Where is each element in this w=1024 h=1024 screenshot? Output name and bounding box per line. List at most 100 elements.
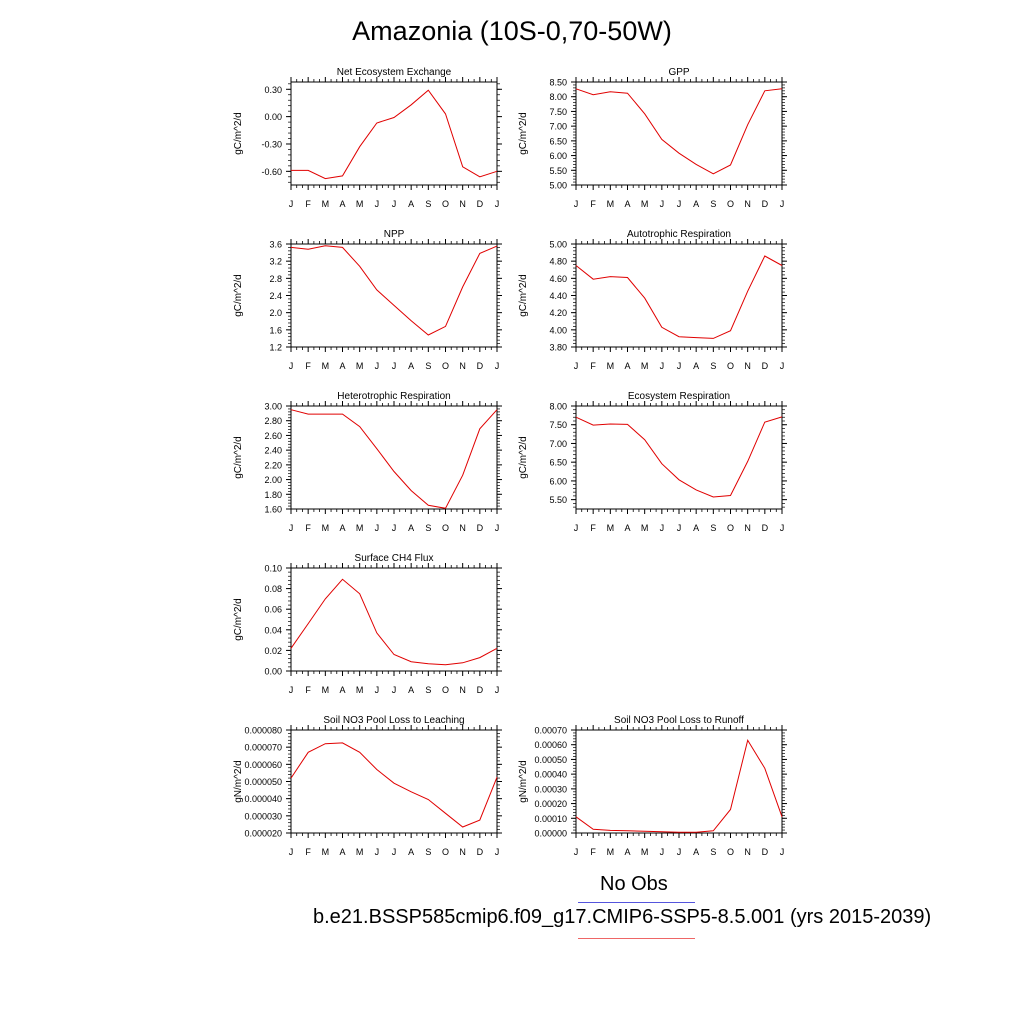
x-tick-label: J — [289, 199, 294, 209]
panel-title: NPP — [384, 229, 405, 240]
y-tick-label: 0.00040 — [534, 770, 567, 780]
panel-title: Ecosystem Respiration — [628, 391, 730, 402]
x-tick-label: O — [727, 361, 734, 371]
x-tick-label: O — [442, 361, 449, 371]
y-tick-label: 2.60 — [264, 431, 282, 441]
x-tick-label: M — [641, 361, 649, 371]
x-tick-label: A — [408, 361, 414, 371]
y-tick-label: 0.00060 — [534, 740, 567, 750]
x-tick-label: F — [305, 685, 311, 695]
y-tick-label: 0.00050 — [534, 755, 567, 765]
y-tick-label: 5.50 — [549, 166, 567, 176]
x-tick-label: N — [459, 847, 466, 857]
x-tick-label: F — [590, 523, 596, 533]
x-tick-label: J — [677, 523, 682, 533]
y-tick-label: 0.000020 — [244, 829, 282, 839]
x-tick-label: J — [392, 199, 397, 209]
y-tick-label: 0.00020 — [534, 799, 567, 809]
x-tick-label: O — [727, 523, 734, 533]
x-tick-label: J — [375, 523, 380, 533]
x-tick-label: D — [762, 199, 769, 209]
x-tick-label: J — [495, 847, 500, 857]
x-tick-label: M — [607, 523, 615, 533]
x-tick-label: O — [442, 523, 449, 533]
y-tick-label: 1.6 — [269, 325, 282, 335]
x-tick-label: F — [590, 199, 596, 209]
x-tick-label: A — [408, 199, 414, 209]
x-tick-label: A — [624, 523, 630, 533]
x-tick-label: J — [392, 523, 397, 533]
x-tick-label: M — [641, 199, 649, 209]
x-tick-label: F — [305, 199, 311, 209]
y-tick-label: 0.00030 — [534, 784, 567, 794]
y-tick-label: 1.80 — [264, 490, 282, 500]
plot-frame — [290, 405, 498, 510]
x-tick-label: N — [459, 523, 466, 533]
x-tick-label: M — [322, 361, 330, 371]
x-tick-label: J — [574, 847, 579, 857]
legend-case-label: b.e21.BSSP585cmip6.f09_g17.CMIP6-SSP5-8.… — [313, 906, 932, 928]
x-tick-label: A — [624, 199, 630, 209]
y-tick-label: 6.00 — [549, 476, 567, 486]
y-tick-label: 0.000040 — [244, 794, 282, 804]
x-tick-label: J — [375, 199, 380, 209]
x-tick-label: J — [392, 847, 397, 857]
x-tick-label: J — [495, 685, 500, 695]
x-tick-label: S — [425, 847, 431, 857]
x-tick-label: S — [425, 361, 431, 371]
x-tick-label: A — [339, 685, 345, 695]
x-tick-label: J — [375, 361, 380, 371]
x-tick-label: F — [305, 523, 311, 533]
x-tick-label: A — [624, 847, 630, 857]
y-tick-label: 4.80 — [549, 257, 567, 267]
x-tick-label: A — [339, 361, 345, 371]
x-tick-label: O — [727, 847, 734, 857]
x-tick-label: M — [641, 847, 649, 857]
y-axis-label: gC/m^2/d — [233, 598, 244, 641]
x-tick-label: A — [408, 847, 414, 857]
y-tick-label: 2.20 — [264, 460, 282, 470]
panel-title: Heterotrophic Respiration — [337, 391, 450, 402]
x-tick-label: D — [762, 361, 769, 371]
y-axis-label: gC/m^2/d — [233, 112, 244, 155]
y-tick-label: 1.2 — [269, 343, 282, 353]
y-tick-label: 8.00 — [549, 92, 567, 102]
x-tick-label: A — [693, 847, 699, 857]
y-tick-label: 0.06 — [264, 605, 282, 615]
plot-frame — [575, 81, 783, 186]
x-tick-label: J — [660, 847, 665, 857]
y-tick-label: 0.00070 — [534, 726, 567, 736]
x-tick-label: F — [305, 847, 311, 857]
x-tick-label: J — [780, 199, 785, 209]
y-axis-label: gC/m^2/d — [518, 274, 529, 317]
y-tick-label: 2.8 — [269, 274, 282, 284]
y-axis-label: gC/m^2/d — [518, 112, 529, 155]
x-tick-label: D — [762, 523, 769, 533]
series-line — [291, 89, 498, 180]
y-axis-label: gC/m^2/d — [518, 436, 529, 479]
y-tick-label: 0.08 — [264, 584, 282, 594]
x-tick-label: O — [442, 685, 449, 695]
plot-frame — [575, 243, 783, 348]
x-tick-label: F — [590, 847, 596, 857]
y-tick-label: 0.00 — [264, 112, 282, 122]
y-tick-label: 7.50 — [549, 420, 567, 430]
y-tick-label: 0.000050 — [244, 777, 282, 787]
x-tick-label: M — [607, 199, 615, 209]
x-tick-label: D — [477, 361, 484, 371]
y-axis-label: gC/m^2/d — [233, 274, 244, 317]
x-tick-label: J — [677, 361, 682, 371]
y-tick-label: 2.40 — [264, 446, 282, 456]
y-tick-label: 1.60 — [264, 505, 282, 515]
x-tick-label: J — [289, 361, 294, 371]
y-tick-label: 6.00 — [549, 151, 567, 161]
y-tick-label: 7.00 — [549, 439, 567, 449]
x-tick-label: O — [442, 847, 449, 857]
x-tick-label: J — [660, 361, 665, 371]
x-tick-label: N — [744, 847, 751, 857]
x-tick-label: J — [660, 523, 665, 533]
